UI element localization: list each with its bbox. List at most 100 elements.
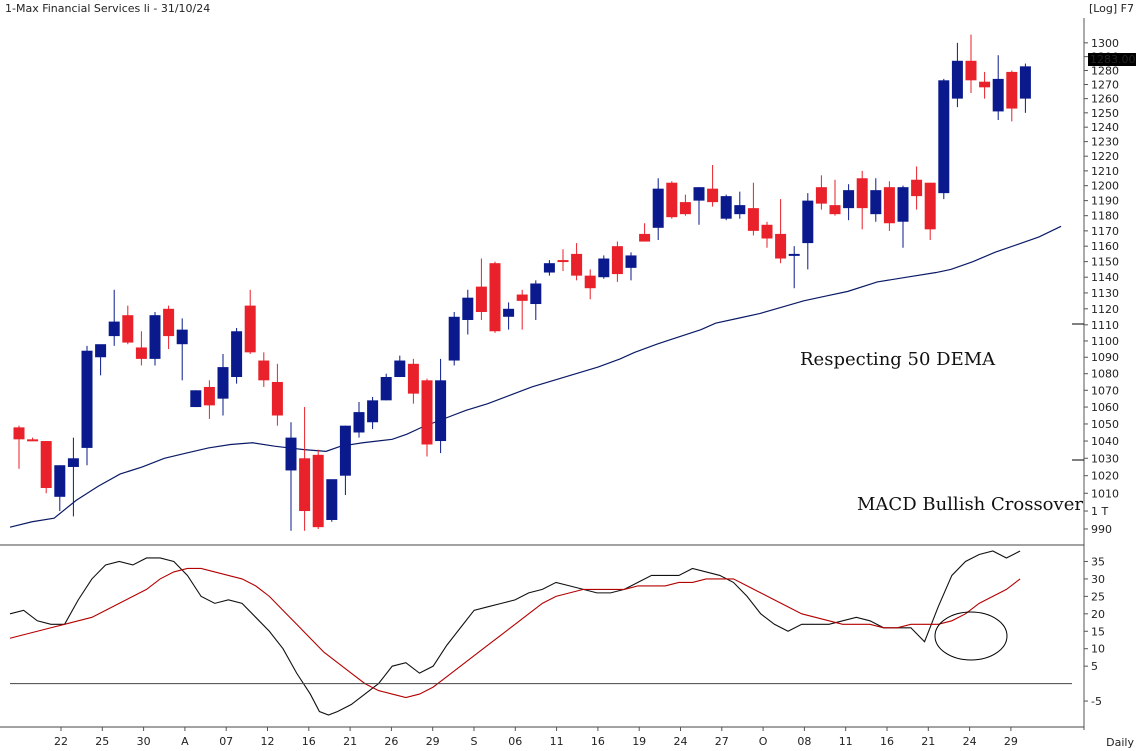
candle-body <box>244 305 256 353</box>
y-tick-label: 1220 <box>1091 150 1119 163</box>
candle <box>625 252 637 281</box>
candle-body <box>95 344 107 358</box>
y-tick-label: 1300 <box>1091 37 1119 50</box>
moving-average-line <box>9 225 1062 528</box>
x-tick-label: 07 <box>219 735 233 748</box>
candle-body <box>788 253 800 256</box>
y-tick-label: 1040 <box>1091 435 1119 448</box>
candle-body <box>924 182 936 230</box>
candle-body <box>475 286 487 312</box>
candle <box>992 55 1004 120</box>
candle <box>203 380 215 419</box>
y-tick-label: 1140 <box>1091 271 1119 284</box>
candle <box>462 289 474 335</box>
candle-body <box>67 458 79 467</box>
candle <box>543 260 555 276</box>
y-tick-label: 1 T <box>1091 505 1108 518</box>
x-tick-label: 29 <box>426 735 440 748</box>
candle <box>897 185 909 248</box>
candle <box>503 302 515 330</box>
crossover-circle <box>934 611 1008 661</box>
candle <box>380 373 392 401</box>
candle-body <box>516 294 528 301</box>
candle <box>707 164 719 207</box>
candle <box>135 331 147 366</box>
candle <box>95 344 107 376</box>
candle <box>979 71 991 99</box>
candle <box>285 422 297 531</box>
x-tick-label: 11 <box>839 735 853 748</box>
candle <box>598 255 610 279</box>
candle <box>639 223 651 242</box>
candle-body <box>897 187 909 222</box>
candle <box>13 425 25 469</box>
candle-body <box>40 441 52 488</box>
candle <box>122 305 134 345</box>
candle-body <box>312 454 324 528</box>
candle <box>475 258 487 320</box>
y-tick-label: 1120 <box>1091 303 1119 316</box>
macd-y-ticks: 35 30 25 20 15 10 5 -5 <box>1084 555 1105 708</box>
candle-body <box>679 202 691 215</box>
y-tick-label: 1170 <box>1091 225 1119 238</box>
candle <box>326 479 338 522</box>
candle-body <box>258 360 270 381</box>
candle <box>829 179 841 216</box>
x-tick-label: 16 <box>302 735 316 748</box>
candle-body <box>815 187 827 204</box>
candle <box>843 184 855 221</box>
candle-body <box>27 439 39 442</box>
candle <box>652 178 664 241</box>
candle-body <box>639 233 651 242</box>
candle <box>54 465 66 512</box>
y-tick-label: 1070 <box>1091 384 1119 397</box>
candle <box>244 289 256 354</box>
y-tick-label: 1100 <box>1091 335 1119 348</box>
candle <box>421 378 433 457</box>
y-tick-label: 1270 <box>1091 79 1119 92</box>
candle <box>666 181 678 219</box>
candle <box>870 178 882 222</box>
price-badge: 1283.00 <box>1088 53 1136 66</box>
candle <box>911 166 923 210</box>
candle <box>271 363 283 426</box>
candle <box>176 318 188 381</box>
y-tick-label: 1050 <box>1091 418 1119 431</box>
candle <box>353 402 365 438</box>
candle-body <box>856 178 868 209</box>
y-tick-label: 1020 <box>1091 470 1119 483</box>
candle-body <box>611 246 623 275</box>
signal-line <box>9 567 1021 699</box>
candle <box>1006 70 1018 122</box>
candle-body <box>911 179 923 197</box>
x-tick-label: 16 <box>880 735 894 748</box>
candle-body <box>720 196 732 219</box>
y-tick-label: 20 <box>1091 608 1105 621</box>
y-tick-label: 1060 <box>1091 401 1119 414</box>
annotation-dema: Respecting 50 DEMA <box>800 349 996 370</box>
candle <box>788 246 800 289</box>
candle <box>611 241 623 282</box>
candle <box>190 390 202 408</box>
candle <box>761 221 773 248</box>
candle <box>584 269 596 300</box>
y-tick-label: 1240 <box>1091 121 1119 134</box>
candle <box>938 78 950 200</box>
candle-body <box>326 479 338 520</box>
chart-title: 1-Max Financial Services li - 31/10/24 <box>5 2 210 15</box>
y-tick-label: 1090 <box>1091 351 1119 364</box>
candle-body <box>339 425 351 476</box>
candle-body <box>707 188 719 203</box>
candle <box>367 396 379 430</box>
candle <box>435 358 447 454</box>
candle-body <box>625 255 637 268</box>
candle <box>734 191 746 219</box>
candle-body <box>1006 71 1018 109</box>
candle-body <box>435 380 447 442</box>
candle <box>856 170 868 230</box>
candle-body <box>979 81 991 88</box>
x-tick-label: 06 <box>508 735 522 748</box>
y-tick-label: 1190 <box>1091 195 1119 208</box>
y-tick-label: 1080 <box>1091 368 1119 381</box>
